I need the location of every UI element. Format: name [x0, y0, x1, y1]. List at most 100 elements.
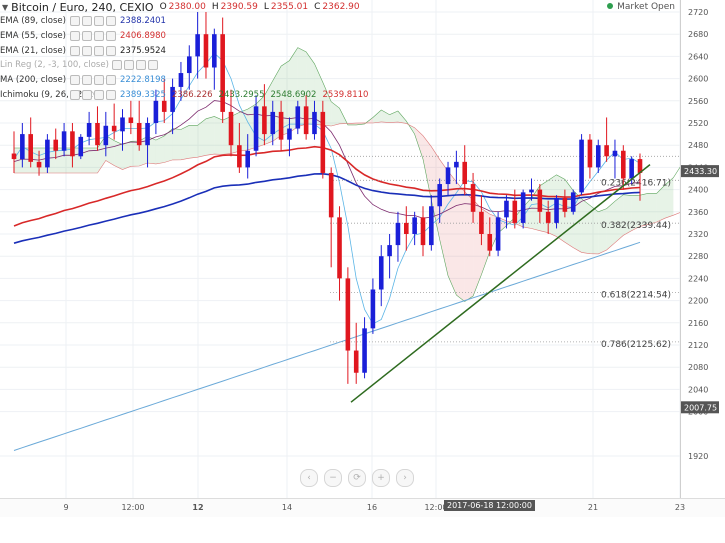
- indicator-value: 2388.2401: [120, 16, 166, 26]
- scroll-left-icon[interactable]: ‹: [300, 469, 318, 487]
- candle-body: [128, 117, 134, 123]
- remove-icon[interactable]: [94, 45, 104, 56]
- candle-body: [403, 222, 409, 234]
- ma200-line: [13, 241, 641, 451]
- visibility-toggle-icon[interactable]: [112, 60, 122, 71]
- candle-body: [487, 234, 493, 251]
- indicator-row[interactable]: EMA (21, close) 2375.9524: [0, 44, 172, 58]
- remove-icon[interactable]: [94, 30, 104, 41]
- trendline: [350, 164, 651, 403]
- settings-icon[interactable]: [82, 30, 92, 41]
- cloud-segment: [155, 135, 165, 164]
- settings-icon[interactable]: [82, 90, 92, 100]
- indicator-value: 2386.226: [171, 90, 213, 100]
- cloud-segment: [606, 201, 615, 251]
- remove-icon[interactable]: [94, 75, 104, 86]
- cloud-segment: [306, 51, 315, 125]
- ohlc-values: O 2380.00 H 2390.59 L 2355.01 C 2362.90: [160, 2, 366, 12]
- price-axis[interactable]: [680, 0, 725, 498]
- candle-body: [86, 123, 92, 137]
- candle-body: [437, 184, 442, 207]
- visibility-toggle-icon[interactable]: [70, 16, 80, 26]
- indicator-label: EMA (21, close): [0, 45, 66, 56]
- candle-body: [136, 123, 142, 146]
- candle-body: [562, 197, 568, 212]
- candle-body: [395, 222, 401, 246]
- candle-body: [612, 150, 618, 157]
- tenkan-line: [13, 52, 641, 325]
- indicator-row[interactable]: Lin Reg (2, -3, 100, close): [0, 58, 162, 72]
- cloud-segment: [205, 116, 215, 156]
- visibility-toggle-icon[interactable]: [70, 90, 80, 100]
- reset-chart-icon[interactable]: ⟳: [348, 469, 366, 487]
- more-icon[interactable]: [106, 16, 116, 26]
- candle-body: [212, 34, 217, 68]
- indicator-row[interactable]: Ichimoku (9, 26, 52, 26) 2389.3325 2386.22…: [0, 88, 374, 102]
- remove-icon[interactable]: [136, 60, 146, 71]
- cloud-segment: [197, 118, 206, 158]
- indicator-label: EMA (55, close): [0, 30, 66, 41]
- candle-body: [28, 134, 33, 162]
- scroll-right-icon[interactable]: ›: [396, 469, 414, 487]
- more-icon[interactable]: [106, 90, 116, 100]
- chart-grid: [0, 0, 681, 498]
- candle-body: [604, 145, 609, 157]
- fib-level-label: 0.618(2214.54): [601, 291, 671, 301]
- indicator-row[interactable]: EMA (89, close) 2388.2401: [0, 14, 172, 28]
- candle-body: [328, 172, 334, 218]
- cloud-segment: [381, 110, 390, 123]
- cloud-segment: [448, 171, 457, 296]
- cloud-segment: [464, 191, 474, 302]
- indicator-row[interactable]: MA (200, close) 2222.8198: [0, 73, 172, 87]
- indicator-value: 2389.3325: [120, 90, 166, 100]
- indicator-row[interactable]: EMA (55, close) 2406.8980: [0, 29, 172, 43]
- indicator-label: MA (200, close): [0, 75, 67, 86]
- cloud-segment: [55, 147, 65, 173]
- candle-body: [504, 200, 509, 218]
- zoom-out-icon[interactable]: −: [324, 469, 342, 487]
- visibility-toggle-icon[interactable]: [70, 75, 80, 86]
- market-status-dot-icon: [607, 3, 614, 9]
- ema89-line: [13, 172, 641, 244]
- cloud-segment: [640, 193, 649, 227]
- candle-body: [11, 153, 17, 160]
- more-icon[interactable]: [106, 45, 116, 56]
- candle-body: [512, 200, 518, 223]
- candle-body: [178, 73, 184, 87]
- candle-body: [353, 350, 359, 373]
- more-icon[interactable]: [106, 75, 116, 86]
- trendline-line: [350, 164, 651, 403]
- candle-body: [78, 136, 84, 157]
- fib-level-label: 0.786(2125.62): [601, 340, 671, 350]
- candle-body: [445, 167, 451, 185]
- zoom-in-icon[interactable]: +: [372, 469, 390, 487]
- candle-body: [120, 117, 125, 132]
- more-icon[interactable]: [106, 30, 116, 41]
- visibility-toggle-icon[interactable]: [70, 30, 80, 41]
- more-icon[interactable]: [148, 60, 158, 71]
- indicator-value: 2539.8110: [322, 90, 369, 100]
- candle-body: [220, 34, 225, 112]
- collapse-chevron-icon[interactable]: ▼: [2, 2, 9, 12]
- candle-body: [470, 184, 476, 212]
- visibility-toggle-icon[interactable]: [70, 45, 80, 56]
- candle-body: [621, 150, 626, 179]
- indicator-controls: [70, 75, 116, 86]
- remove-icon[interactable]: [94, 90, 104, 100]
- chart-navigation: ‹ − ⟳ + ›: [300, 469, 414, 487]
- remove-icon[interactable]: [94, 16, 104, 26]
- time-axis[interactable]: [0, 498, 725, 517]
- market-status-label: Market Open: [617, 2, 675, 12]
- settings-icon[interactable]: [124, 60, 134, 71]
- candle-body: [312, 111, 317, 135]
- candle-body: [420, 217, 426, 246]
- cloud-segment: [89, 147, 98, 173]
- settings-icon[interactable]: [82, 75, 92, 86]
- candle-body: [295, 106, 301, 129]
- settings-icon[interactable]: [82, 45, 92, 56]
- candle-body: [153, 100, 159, 123]
- settings-icon[interactable]: [82, 16, 92, 26]
- cloud-segment: [648, 193, 657, 225]
- candle-body: [370, 289, 376, 329]
